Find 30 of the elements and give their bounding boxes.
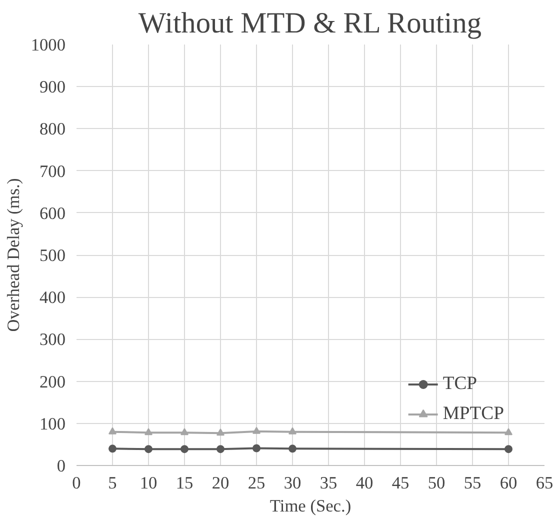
x-tick-label: 55	[464, 474, 482, 492]
y-tick-label: 800	[40, 120, 66, 139]
x-tick-label: 40	[356, 474, 374, 492]
x-tick-label: 65	[536, 474, 554, 492]
x-tick-label: 60	[500, 474, 518, 492]
y-tick-label: 0	[56, 456, 66, 476]
legend-label: MPTCP	[442, 403, 504, 425]
x-tick-label: 5	[108, 474, 117, 492]
legend-label: TCP	[442, 373, 478, 395]
x-tick-label: 35	[320, 474, 338, 492]
x-tick-label: 45	[392, 474, 410, 492]
x-axis-title: Time (Sec.)	[270, 496, 352, 516]
x-tick-label: 15	[176, 474, 194, 492]
y-tick-label: 500	[40, 246, 66, 265]
y-tick-label: 1000	[30, 36, 66, 54]
y-tick-label: 900	[40, 78, 66, 97]
x-tick-label: 50	[428, 474, 446, 492]
y-tick-label: 600	[40, 204, 66, 223]
y-axis-title: Overhead Delay (ms.)	[4, 178, 23, 332]
y-tick-label: 400	[40, 288, 66, 308]
x-tick-label: 20	[212, 474, 230, 492]
y-tick-label: 100	[40, 414, 66, 434]
chart-title: Without MTD & RL Routing	[138, 8, 482, 40]
y-tick-label: 700	[40, 162, 66, 181]
y-tick-label: 200	[40, 372, 66, 392]
x-tick-label: 10	[140, 474, 158, 492]
x-tick-label: 0	[72, 474, 81, 492]
x-tick-label: 30	[284, 474, 302, 492]
y-tick-label: 300	[40, 330, 66, 350]
x-tick-label: 25	[248, 474, 266, 492]
